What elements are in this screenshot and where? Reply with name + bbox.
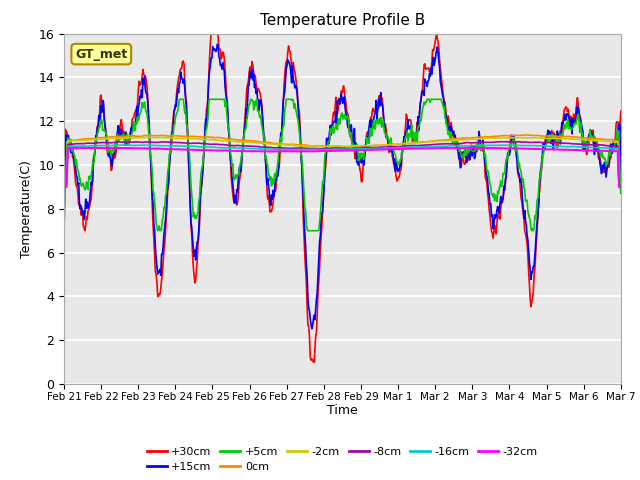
- Y-axis label: Temperature(C): Temperature(C): [20, 160, 33, 258]
- X-axis label: Time: Time: [327, 405, 358, 418]
- Legend: +30cm, +15cm, +5cm, 0cm, -2cm, -8cm, -16cm, -32cm: +30cm, +15cm, +5cm, 0cm, -2cm, -8cm, -16…: [142, 442, 543, 477]
- Title: Temperature Profile B: Temperature Profile B: [260, 13, 425, 28]
- Text: GT_met: GT_met: [75, 48, 127, 60]
